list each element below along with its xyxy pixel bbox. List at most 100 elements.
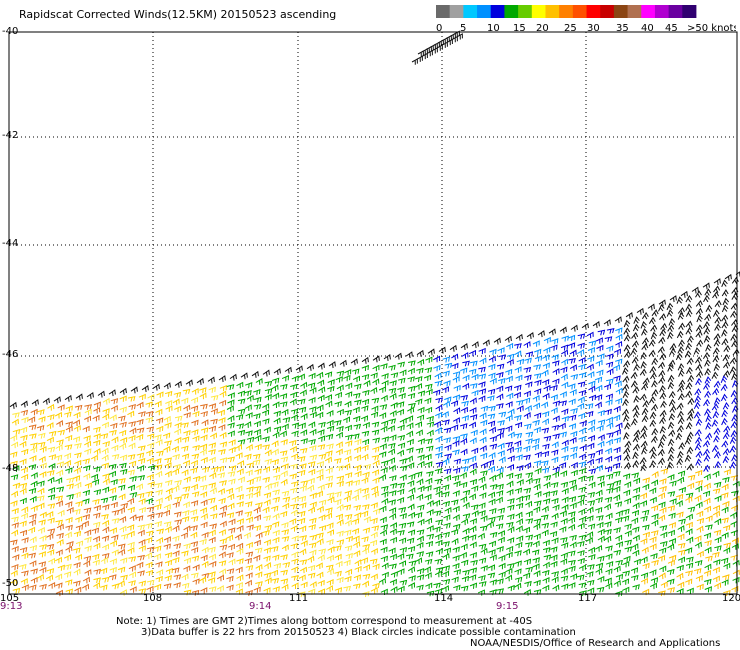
wind-barb (191, 419, 199, 426)
wind-barb (414, 421, 422, 428)
wind-barb (370, 502, 378, 509)
wind-barb (236, 547, 244, 555)
wind-barb (235, 414, 244, 421)
wind-barb (237, 429, 246, 436)
wind-barb (342, 416, 351, 423)
wind-barb (624, 546, 633, 553)
wind-barb (109, 527, 117, 534)
wind-barb (724, 273, 732, 281)
wind-barb (372, 437, 380, 444)
wind-barb (731, 543, 739, 550)
wind-barb (568, 479, 577, 486)
wind-barb (522, 526, 531, 534)
wind-barb (389, 490, 397, 497)
wind-barb (559, 326, 567, 334)
wind-barb (514, 576, 523, 583)
wind-barb (30, 568, 38, 575)
wind-barb (19, 546, 28, 553)
wind-barb (119, 421, 127, 428)
wind-barb (732, 348, 740, 356)
wind-barb (162, 509, 171, 517)
wind-barb (262, 444, 271, 451)
wind-barb (299, 548, 307, 556)
wind-barb (245, 541, 253, 549)
wind-barb (732, 569, 740, 577)
wind-barb (336, 370, 345, 377)
wind-barb (237, 439, 246, 445)
wind-barb (649, 487, 657, 494)
wind-barb (489, 531, 498, 538)
wind-barb (632, 443, 640, 451)
wind-barb (379, 443, 387, 450)
wind-barb (478, 574, 486, 581)
wind-barb (522, 397, 531, 404)
wind-barb (299, 566, 307, 574)
wind-barb (516, 464, 524, 472)
wind-barb (273, 410, 282, 417)
wind-barb (156, 536, 164, 544)
wind-barb (695, 290, 702, 298)
wind-barb (111, 444, 119, 452)
wind-barb (703, 570, 712, 577)
wind-barb (380, 394, 388, 402)
wind-barb (459, 423, 468, 430)
wind-barb (343, 463, 351, 470)
wind-barb (506, 488, 514, 496)
wind-barb (477, 532, 485, 540)
wind-barb (451, 528, 459, 536)
note-line-1: Note: 1) Times are GMT 2)Times along bot… (116, 616, 533, 627)
wind-barb (497, 427, 505, 434)
wind-barb (344, 472, 353, 479)
wind-barb (130, 386, 138, 394)
wind-barb (309, 454, 318, 461)
wind-barb (28, 526, 36, 534)
wind-barb (578, 582, 587, 589)
wind-barb (325, 400, 333, 408)
wind-barb (264, 388, 273, 395)
wind-barb (693, 568, 702, 575)
wind-barb (632, 526, 640, 533)
wind-barb (677, 392, 685, 401)
wind-barb (339, 359, 347, 367)
wind-barb (380, 485, 389, 492)
wind-barb (64, 531, 72, 539)
wind-barb (532, 563, 540, 570)
wind-barb (460, 406, 468, 414)
wind-barb (505, 375, 513, 383)
wind-barb (659, 507, 667, 514)
wind-barb (146, 506, 155, 513)
wind-barb (65, 545, 73, 553)
wind-barb (165, 567, 173, 575)
wind-barb (316, 571, 324, 579)
wind-barb (505, 551, 513, 559)
wind-barb (453, 458, 462, 465)
wind-barb (101, 447, 109, 455)
wind-barb (480, 405, 489, 412)
wind-barb (695, 307, 703, 316)
wind-barb (146, 457, 154, 464)
wind-barb (461, 559, 469, 566)
wind-barb (614, 516, 623, 524)
wind-barb (218, 399, 227, 407)
wind-barb (128, 556, 137, 562)
wind-barb (81, 583, 90, 591)
wind-barb (163, 543, 171, 550)
wind-barb (219, 568, 227, 576)
wind-barb (578, 486, 586, 493)
wind-barb (497, 347, 505, 354)
wind-barb (208, 482, 216, 489)
wind-barb (426, 471, 434, 477)
wind-barb (165, 405, 173, 412)
wind-barb (370, 411, 379, 418)
wind-barb (72, 475, 81, 482)
wind-barb (702, 490, 711, 497)
wind-barb (632, 459, 640, 468)
wind-barb (533, 533, 541, 540)
wind-barb (308, 421, 316, 429)
wind-barb (128, 571, 136, 578)
wind-barb (317, 579, 325, 587)
wind-barb (190, 531, 198, 539)
wind-barb (469, 437, 477, 445)
wind-barb (399, 474, 407, 481)
wind-barb (423, 374, 432, 381)
